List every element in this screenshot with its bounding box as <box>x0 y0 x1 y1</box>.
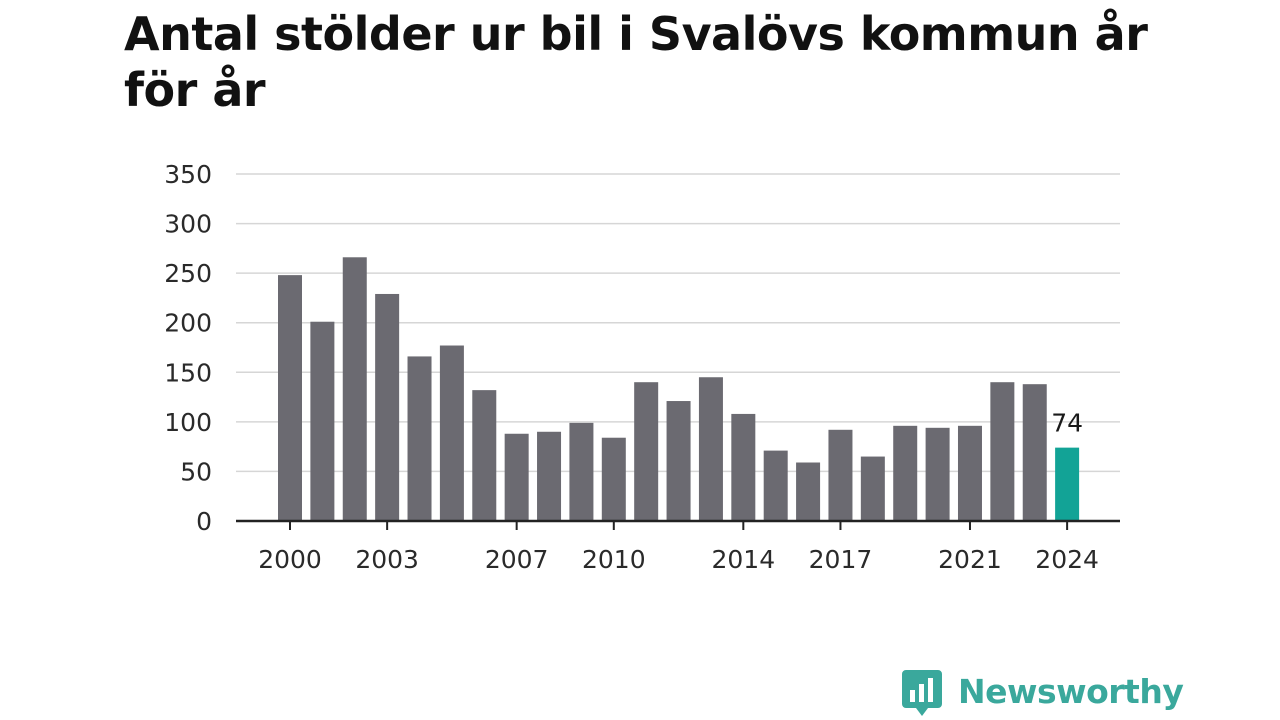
brand-name: Newsworthy <box>958 672 1184 711</box>
bar-2016 <box>796 462 821 521</box>
bar-2009 <box>569 422 594 521</box>
y-tick-label: 50 <box>180 457 212 486</box>
x-tick-label: 2007 <box>485 545 549 574</box>
y-tick-labels: 0 50 100 150 200 250 300 350 <box>164 160 212 536</box>
y-tick-label: 100 <box>164 408 212 437</box>
bar-2003 <box>375 293 400 521</box>
x-tick-label: 2014 <box>712 545 776 574</box>
y-tick-label: 0 <box>196 507 212 536</box>
bar-2023 <box>1022 384 1047 521</box>
axes <box>236 519 1120 530</box>
bar-2015 <box>763 450 788 521</box>
bar-2007 <box>504 433 529 521</box>
bar-2018 <box>860 456 885 521</box>
bar-2019 <box>893 425 918 521</box>
bar-2001 <box>310 321 335 521</box>
bar-2004 <box>407 356 432 521</box>
bar-2024 <box>1055 447 1080 521</box>
y-tick-label: 350 <box>164 160 212 189</box>
x-tick-label: 2024 <box>1035 545 1099 574</box>
y-tick-label: 300 <box>164 210 212 239</box>
bar-2014 <box>731 413 756 521</box>
bar-2010 <box>601 437 626 521</box>
bar-2021 <box>957 425 982 521</box>
x-tick-labels: 2000 2003 2007 2010 2014 2017 2021 2024 <box>258 545 1099 574</box>
bar-2020 <box>925 427 950 521</box>
bar-2002 <box>342 257 367 521</box>
bar-2008 <box>537 431 562 521</box>
bar-2022 <box>990 382 1015 521</box>
bar-2005 <box>439 345 464 521</box>
bar-2006 <box>472 390 497 521</box>
bar-2011 <box>634 382 659 521</box>
newsworthy-logo-icon <box>902 670 942 716</box>
y-tick-label: 150 <box>164 358 212 387</box>
x-tick-label: 2010 <box>582 545 646 574</box>
chart-title: Antal stölder ur bil i Svalövs kommun år… <box>124 7 1148 117</box>
y-tick-label: 200 <box>164 309 212 338</box>
bars <box>278 257 1080 521</box>
x-tick-label: 2021 <box>938 545 1002 574</box>
data-label-2024: 74 <box>1051 409 1083 438</box>
x-tick-label: 2000 <box>258 545 322 574</box>
bar-2017 <box>828 429 853 521</box>
y-tick-label: 250 <box>164 259 212 288</box>
data-labels: 74 <box>1051 409 1083 438</box>
x-tick-label: 2003 <box>355 545 419 574</box>
bar-2000 <box>278 275 302 521</box>
bar-2012 <box>666 401 691 521</box>
bar-2013 <box>698 377 723 521</box>
x-tick-label: 2017 <box>809 545 873 574</box>
